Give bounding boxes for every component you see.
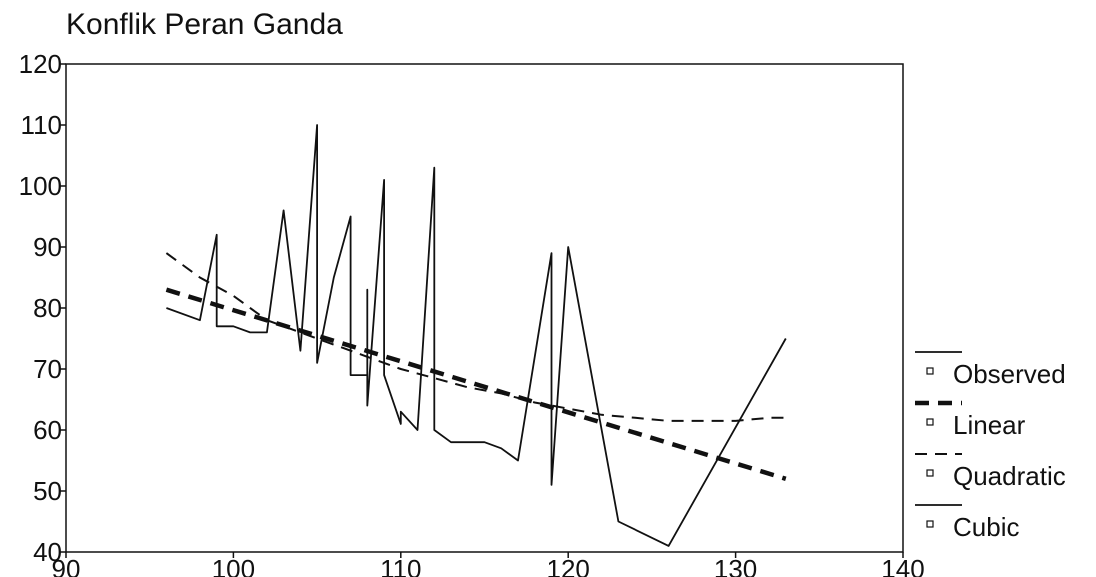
y-tick-label: 50 xyxy=(33,476,62,506)
series-line-linear xyxy=(165,287,787,481)
x-tick-label: 120 xyxy=(547,554,590,577)
plot-frame xyxy=(65,63,904,553)
y-tick-label: 100 xyxy=(19,171,62,201)
y-tick-label: 110 xyxy=(21,110,62,140)
y-tick-label: 70 xyxy=(33,354,62,384)
legend-marker xyxy=(926,520,934,528)
x-tick-label: 130 xyxy=(714,554,757,577)
x-tick-label: 90 xyxy=(52,554,81,577)
y-tick-label: 90 xyxy=(33,232,62,262)
y-tick-label: 40 xyxy=(33,537,62,567)
y-tick-label: 120 xyxy=(19,49,62,79)
legend-marker xyxy=(926,418,934,426)
legend-marker xyxy=(926,469,934,477)
legend-label-quadratic: Quadratic xyxy=(953,461,1066,491)
y-tick-label: 60 xyxy=(33,415,62,445)
series-layer xyxy=(165,124,787,547)
legend: Observed Linear Quadratic Cubic xyxy=(915,351,1066,542)
plot-area-border xyxy=(65,63,904,553)
y-axis: 40 50 60 70 80 90 100 110 120 xyxy=(19,49,66,567)
x-tick-label: 140 xyxy=(881,554,924,577)
legend-marker xyxy=(926,367,934,375)
series-line-observed xyxy=(166,124,787,547)
series-line-quadratic xyxy=(165,252,786,422)
y-tick-label: 80 xyxy=(33,293,62,323)
x-tick-label: 110 xyxy=(380,554,421,577)
legend-label-linear: Linear xyxy=(953,410,1026,440)
x-tick-label: 100 xyxy=(212,554,255,577)
x-axis: 90 100 110 120 130 140 xyxy=(52,552,925,577)
legend-label-observed: Observed xyxy=(953,359,1066,389)
legend-label-cubic: Cubic xyxy=(953,512,1019,542)
chart-title: Konflik Peran Ganda xyxy=(66,8,343,41)
